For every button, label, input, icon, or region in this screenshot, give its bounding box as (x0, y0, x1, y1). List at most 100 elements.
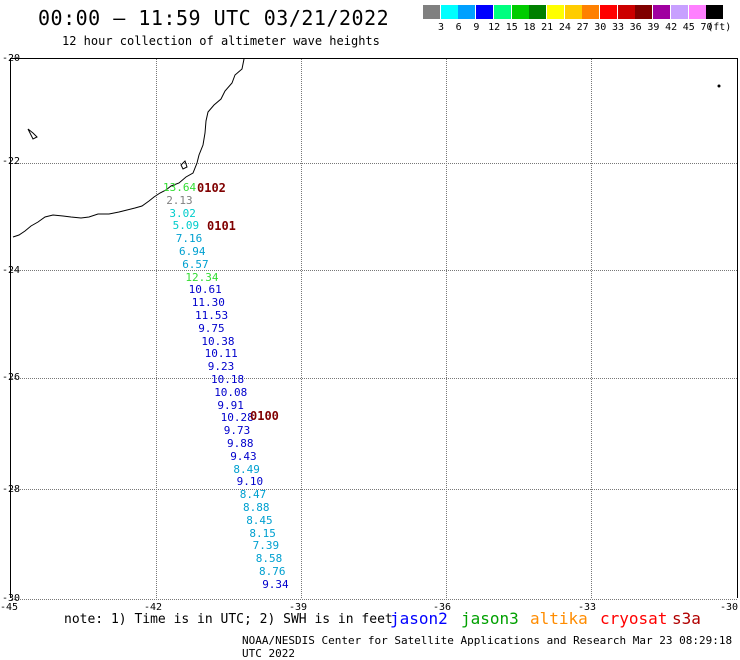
colorbar-tick-label: 42 (665, 22, 678, 33)
latitude-label: -20 (2, 53, 21, 64)
colorbar-tick-label: 45 (682, 22, 695, 33)
grid-line-lon-33 (591, 59, 592, 598)
wave-height-value: 8.58 (255, 552, 283, 566)
colorbar-swatch (564, 5, 582, 19)
wave-height-value: 8.15 (249, 526, 276, 540)
colorbar-tick-label: 39 (647, 22, 660, 33)
colorbar-tick-label: 12 (488, 22, 501, 33)
wave-height-value: 6.57 (182, 257, 209, 271)
wave-height-value: 9.23 (207, 360, 235, 374)
wave-height-value: 8.47 (239, 488, 267, 502)
wave-height-value: 9.43 (230, 449, 257, 463)
colorbar-tick-label: 33 (611, 22, 625, 33)
wave-height-value: 10.61 (188, 283, 222, 297)
wave-height-value: 10.08 (214, 385, 248, 399)
map-panel (10, 58, 738, 600)
pass-number-label: 0100 (250, 409, 279, 423)
wave-height-value: 2.13 (166, 193, 193, 207)
wave-height-value: 13.64 (163, 181, 197, 194)
colorbar-swatch (511, 5, 529, 19)
wave-height-value: 6.94 (179, 245, 206, 258)
colorbar-unit-label: (ft) (707, 22, 732, 33)
colorbar-swatch (688, 5, 706, 19)
wave-height-value: 9.88 (227, 437, 254, 450)
colorbar-swatch (617, 5, 635, 19)
colorbar-swatch (546, 5, 564, 19)
colorbar-tick-label: 21 (541, 22, 554, 33)
colorbar-tick-label: 6 (455, 22, 462, 33)
colorbar-swatch (423, 5, 440, 19)
wave-height-value: 10.11 (204, 347, 238, 361)
colorbar-tick-label: 70 (700, 22, 713, 33)
wave-height-value: 10.18 (211, 373, 245, 386)
wave-height-value: 3.02 (169, 206, 196, 220)
colorbar-swatch (706, 5, 724, 19)
legend-satellite-altika: altika (530, 609, 588, 628)
note-text: note: 1) Time is in UTC; 2) SWH is in fe… (64, 612, 393, 627)
latitude-label: -22 (2, 156, 21, 167)
grid-line-lat-22 (11, 163, 737, 164)
latitude-label: -28 (2, 484, 21, 495)
latitude-label: -30 (2, 593, 21, 604)
wave-height-value: 9.34 (262, 577, 289, 591)
wave-height-value: 10.28 (220, 411, 254, 425)
pass-number-label: 0102 (197, 181, 226, 195)
colorbar-tick-label: 18 (523, 22, 536, 33)
grid-line-lat-24 (11, 270, 737, 271)
wave-height-value: 11.30 (191, 296, 225, 310)
wave-height-value: 9.91 (217, 398, 244, 412)
longitude-label: -36 (433, 602, 452, 613)
wave-height-value: 8.88 (243, 501, 270, 514)
colorbar-tick-label: 9 (473, 22, 480, 33)
grid-line-lon-39 (301, 59, 302, 598)
colorbar-swatch (476, 5, 494, 19)
latitude-label: -24 (2, 265, 21, 276)
colorbar-swatch (440, 5, 458, 19)
legend-satellite-cryosat: cryosat (600, 609, 668, 628)
wave-height-value: 7.39 (252, 539, 280, 553)
coastline-map (12, 59, 721, 238)
wave-height-value: 5.09 (172, 219, 200, 233)
colorbar-swatch (670, 5, 688, 19)
colorbar-swatch (600, 5, 617, 19)
colorbar-tick-label: 3 (437, 22, 445, 33)
longitude-label: -30 (720, 602, 739, 613)
colorbar-swatch (635, 5, 653, 19)
wave-height-value: 10.38 (201, 334, 235, 348)
colorbar-swatch (493, 5, 511, 19)
colorbar-tick-label: 30 (594, 22, 607, 33)
wave-height-value: 9.10 (236, 475, 264, 489)
longitude-label: -39 (289, 602, 308, 613)
grid-line-lat-26 (11, 378, 737, 379)
colorbar-swatch (458, 5, 476, 19)
colorbar-tick-label: 24 (558, 22, 571, 33)
pass-number-label: 0101 (207, 219, 236, 233)
chart-subtitle: 12 hour collection of altimeter wave hei… (62, 34, 380, 48)
wave-height-value: 12.34 (185, 270, 219, 284)
colorbar-swatch (582, 5, 600, 19)
legend-satellite-s3a: s3a (672, 609, 701, 628)
colorbar-swatch (653, 5, 671, 19)
wave-height-value: 11.53 (195, 309, 229, 322)
wave-height-value: 8.49 (233, 462, 260, 476)
colorbar-tick-label: 15 (505, 22, 518, 33)
footer-credit: NOAA/NESDIS Center for Satellite Applica… (242, 634, 733, 660)
colorbar-swatch (529, 5, 547, 19)
grid-line-lat-30 (11, 599, 737, 600)
legend-satellite-jason3: jason3 (461, 609, 519, 628)
longitude-label: -45 (0, 602, 19, 613)
colorbar-tick-label: 27 (576, 22, 589, 33)
legend-satellite-jason2: jason2 (390, 609, 448, 628)
grid-line-lon-42 (156, 59, 157, 598)
grid-line-lat-28 (11, 489, 737, 490)
chart-title: 00:00 – 11:59 UTC 03/21/2022 (38, 6, 390, 30)
wave-height-value: 8.45 (246, 513, 273, 527)
longitude-label: -42 (144, 602, 163, 613)
wave-height-value: 8.76 (259, 565, 286, 578)
wave-height-value: 9.75 (198, 321, 225, 335)
grid-line-lon-36 (446, 59, 447, 598)
colorbar-tick-label: 36 (629, 22, 642, 33)
wave-height-value: 9.73 (223, 424, 251, 438)
wave-height-value: 7.16 (175, 232, 203, 246)
latitude-label: -26 (2, 372, 21, 383)
